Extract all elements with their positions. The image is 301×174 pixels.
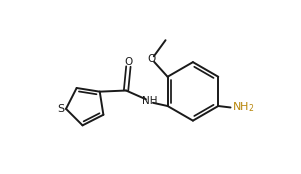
Text: NH: NH: [142, 96, 157, 106]
Text: O: O: [124, 57, 132, 67]
Text: NH$_2$: NH$_2$: [232, 101, 255, 114]
Text: S: S: [57, 104, 65, 114]
Text: O: O: [147, 54, 156, 64]
